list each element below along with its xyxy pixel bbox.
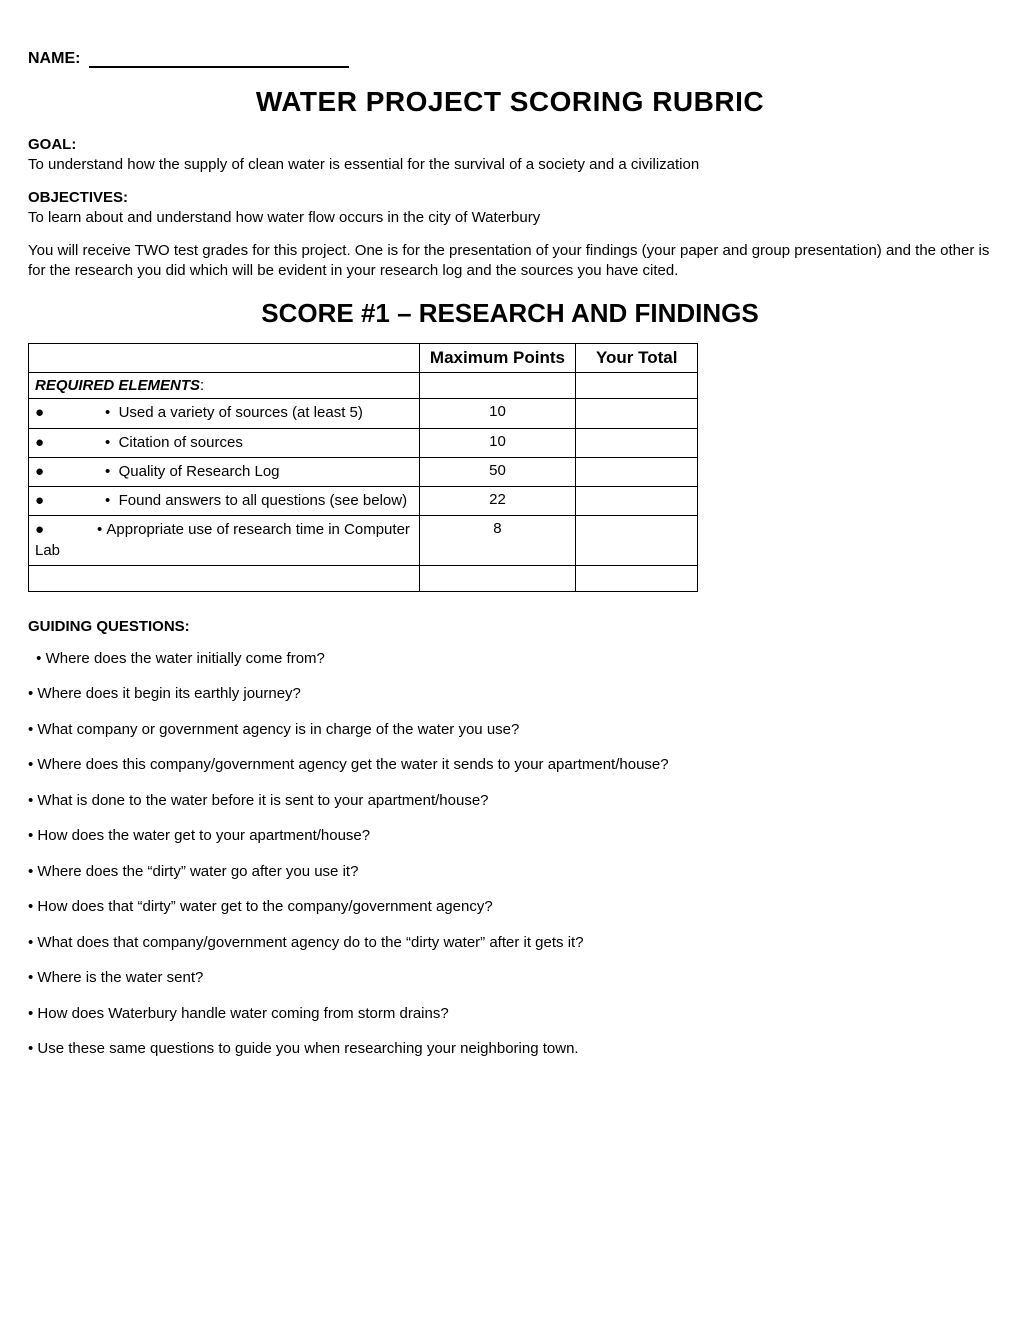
question-text: Where does it begin its earthly journey? — [37, 685, 300, 702]
row-item-cell: ●• Quality of Research Log — [29, 457, 420, 486]
row-points: 50 — [419, 457, 576, 486]
row-item-cell: ●• Used a variety of sources (at least 5… — [29, 399, 420, 428]
header-blank — [29, 344, 420, 373]
row-total-blank — [576, 516, 698, 566]
list-item: • How does Waterbury handle water coming… — [28, 1004, 992, 1024]
list-item: • Where is the water sent? — [28, 968, 992, 988]
name-blank-line — [89, 66, 349, 68]
list-item: • Where does the water initially come fr… — [28, 649, 992, 669]
document-title: WATER PROJECT SCORING RUBRIC — [28, 86, 992, 118]
row-points: 8 — [419, 516, 576, 566]
question-text: Where does this company/government agenc… — [37, 756, 668, 773]
question-text: What does that company/government agency… — [37, 934, 583, 951]
list-item: • Use these same questions to guide you … — [28, 1039, 992, 1059]
row-text: Found answers to all questions (see belo… — [119, 492, 408, 509]
row-total-blank — [576, 399, 698, 428]
list-item: • What is done to the water before it is… — [28, 791, 992, 811]
row-points: 10 — [419, 399, 576, 428]
list-item: • What company or government agency is i… — [28, 720, 992, 740]
objectives-block: OBJECTIVES: To learn about and understan… — [28, 189, 992, 228]
table-row: ●• Used a variety of sources (at least 5… — [29, 399, 698, 428]
header-max-points: Maximum Points — [419, 344, 576, 373]
question-text: What company or government agency is in … — [37, 721, 519, 738]
list-item: • What does that company/government agen… — [28, 933, 992, 953]
question-text: Where does the “dirty” water go after yo… — [37, 863, 358, 880]
grades-paragraph: You will receive TWO test grades for thi… — [28, 241, 992, 280]
row-text: Used a variety of sources (at least 5) — [119, 404, 363, 421]
score1-heading: SCORE #1 – RESEARCH AND FINDINGS — [28, 298, 992, 329]
row-points: 10 — [419, 428, 576, 457]
table-row: ●• Appropriate use of research time in C… — [29, 516, 698, 566]
row-text: Quality of Research Log — [119, 463, 280, 480]
table-header-row: Maximum Points Your Total — [29, 344, 698, 373]
empty-cell — [419, 565, 576, 591]
question-text: Where does the water initially come from… — [46, 650, 325, 667]
objectives-label: OBJECTIVES: — [28, 189, 992, 206]
list-item: • Where does the “dirty” water go after … — [28, 862, 992, 882]
row-item-cell: ●• Citation of sources — [29, 428, 420, 457]
row-total-blank — [576, 457, 698, 486]
question-text: How does Waterbury handle water coming f… — [37, 1005, 448, 1022]
required-elements-row: REQUIRED ELEMENTS: — [29, 373, 698, 399]
header-your-total: Your Total — [576, 344, 698, 373]
goal-block: GOAL: To understand how the supply of cl… — [28, 136, 992, 175]
list-item: • How does that “dirty” water get to the… — [28, 897, 992, 917]
objectives-text: To learn about and understand how water … — [28, 208, 992, 228]
empty-cell — [576, 565, 698, 591]
list-item: • Where does it begin its earthly journe… — [28, 684, 992, 704]
row-item-cell: ●• Appropriate use of research time in C… — [29, 516, 420, 566]
question-text: Use these same questions to guide you wh… — [37, 1040, 578, 1057]
question-text: How does that “dirty” water get to the c… — [37, 898, 492, 915]
list-item: • Where does this company/government age… — [28, 755, 992, 775]
table-row: ●• Found answers to all questions (see b… — [29, 487, 698, 516]
row-total-blank — [576, 487, 698, 516]
name-label: NAME: — [28, 50, 80, 67]
name-field: NAME: — [28, 50, 992, 68]
row-text: Citation of sources — [119, 434, 243, 451]
table-row: ●• Quality of Research Log 50 — [29, 457, 698, 486]
goal-text: To understand how the supply of clean wa… — [28, 155, 992, 175]
row-text: Appropriate use of research time in Comp… — [106, 521, 409, 538]
table-empty-row — [29, 565, 698, 591]
row-points: 22 — [419, 487, 576, 516]
required-elements-cell: REQUIRED ELEMENTS: — [29, 373, 420, 399]
question-text: Where is the water sent? — [37, 969, 203, 986]
goal-label: GOAL: — [28, 136, 992, 153]
rubric-table: Maximum Points Your Total REQUIRED ELEME… — [28, 343, 698, 592]
row-total-blank — [576, 428, 698, 457]
required-elements-label: REQUIRED ELEMENTS — [35, 377, 200, 394]
guiding-questions-list: • Where does the water initially come fr… — [28, 649, 992, 1059]
question-text: What is done to the water before it is s… — [37, 792, 488, 809]
question-text: How does the water get to your apartment… — [37, 827, 370, 844]
guiding-questions-label: GUIDING QUESTIONS: — [28, 618, 992, 635]
list-item: • How does the water get to your apartme… — [28, 826, 992, 846]
empty-cell — [29, 565, 420, 591]
table-row: ●• Citation of sources 10 — [29, 428, 698, 457]
row-item-cell: ●• Found answers to all questions (see b… — [29, 487, 420, 516]
req-points-blank — [419, 373, 576, 399]
req-total-blank — [576, 373, 698, 399]
